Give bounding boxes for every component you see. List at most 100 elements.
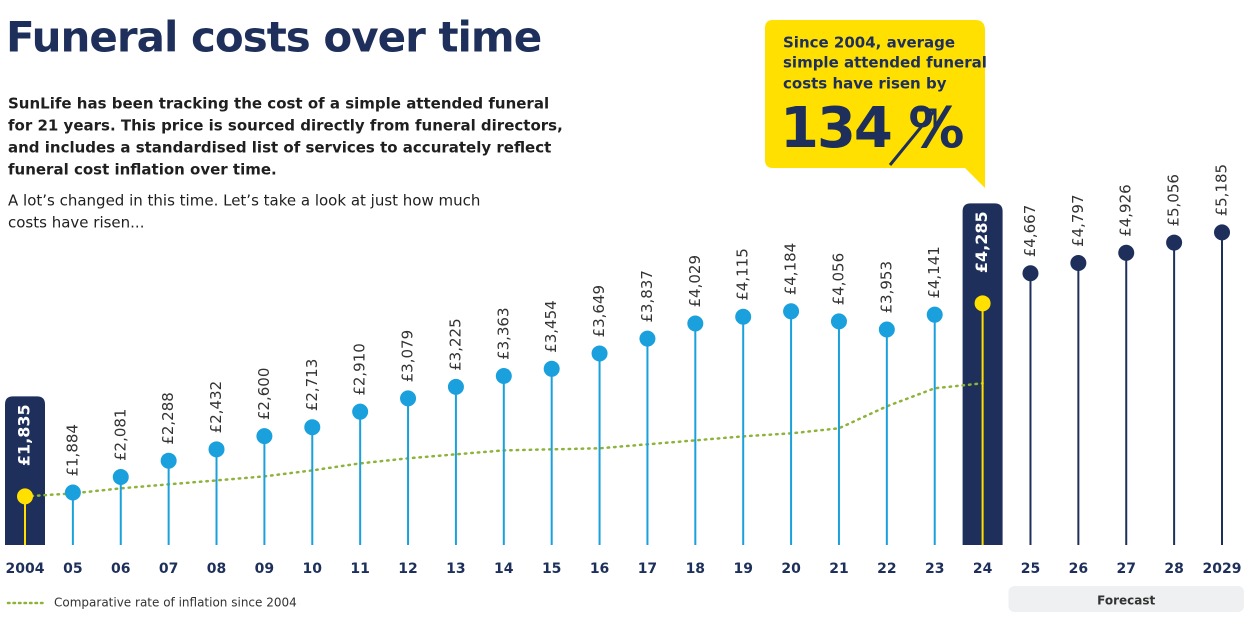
x-tick-label: 19 [733,561,752,577]
x-tick-label: 26 [1069,561,1088,577]
value-label: £2,910 [351,343,369,396]
x-tick-label: 2004 [6,561,45,577]
dot [926,306,943,323]
value-label: £2,713 [303,359,321,412]
description: SunLife has been tracking the cost of a … [8,95,563,232]
value-label: £3,079 [399,330,417,383]
highlight-column [5,396,45,545]
x-tick-label: 24 [973,561,993,577]
description-line: SunLife has been tracking the cost of a … [8,95,549,113]
x-tick-label: 06 [111,561,130,577]
dot [687,315,704,332]
dot [17,488,33,505]
value-label: £3,363 [494,307,512,360]
callout-box [765,20,985,188]
forecast-label: Forecast [1097,594,1155,608]
x-tick-label: 09 [255,561,274,577]
value-label: £2,081 [111,409,129,462]
x-tick-label: 10 [303,561,323,577]
description-line: and includes a standardised list of serv… [8,139,551,157]
plot: £1,835 2004 £1,884 05 £2,081 06 £2,288 07 £2,432… [5,164,1241,577]
x-tick-label: 28 [1164,561,1183,577]
dot [400,390,417,407]
value-label: £5,185 [1213,164,1231,217]
x-tick-label: 20 [781,561,801,577]
dot [783,303,800,320]
x-tick-label: 11 [350,561,369,577]
x-tick-label: 21 [829,561,848,577]
value-label: £3,454 [542,300,560,353]
value-label: £3,225 [446,318,464,371]
description-line: A lot’s changed in this time. Let’s take… [8,192,480,210]
value-label: £5,056 [1165,174,1183,227]
dot [495,367,512,384]
dot [208,441,225,458]
value-label: £2,288 [159,392,177,445]
x-tick-label: 18 [686,561,705,577]
dot [974,295,991,312]
arrow-icon [888,108,937,166]
dot [878,321,895,338]
dot [112,469,129,486]
value-label: £2,600 [255,368,273,421]
description-line: funeral cost inflation over time. [8,161,277,179]
dot [447,378,464,395]
value-label: £3,837 [638,270,656,323]
x-tick-label: 22 [877,561,896,577]
forecast-group: Forecast [1008,586,1244,612]
x-tick-label: 27 [1116,561,1135,577]
x-tick-label: 17 [638,561,657,577]
value-label: £4,184 [782,243,800,296]
x-tick-label: 12 [398,561,417,577]
forecast-box [1008,586,1244,612]
dot [543,360,560,377]
x-tick-label: 05 [63,561,82,577]
callout: Since 2004, average simple attended fune… [765,20,987,188]
x-tick-label: 15 [542,561,561,577]
dot [1118,244,1135,261]
x-tick-label: 2029 [1203,561,1242,577]
callout-value: 134 % [780,96,963,161]
x-tick-label: 23 [925,561,944,577]
dot [1166,234,1183,251]
value-label: £4,667 [1021,205,1039,258]
value-label: £1,835 [15,404,34,466]
x-tick-label: 07 [159,561,178,577]
dot [352,403,369,420]
x-tick-label: 08 [207,561,226,577]
callout-text: simple attended funeral [783,54,987,72]
dot [1214,224,1230,241]
value-label: £3,649 [590,285,608,338]
dot [735,308,752,325]
value-label: £4,285 [972,211,991,273]
legend: Comparative rate of inflation since 2004 [6,596,297,610]
callout-text: costs have risen by [783,75,947,93]
dot [160,452,177,469]
legend-label: Comparative rate of inflation since 2004 [54,596,297,610]
dot [64,484,81,501]
value-label: £4,797 [1069,194,1087,247]
chart-title: Funeral costs over time [6,13,541,62]
dot [1022,265,1039,282]
description-line: costs have risen... [8,214,144,232]
value-label: £4,926 [1117,184,1135,237]
dot [304,419,321,436]
value-label: £2,432 [207,381,225,434]
value-label: £3,953 [877,261,895,314]
x-tick-label: 25 [1021,561,1040,577]
value-label: £1,884 [63,424,81,477]
x-tick-label: 14 [494,561,514,577]
x-tick-label: 13 [446,561,465,577]
dot [256,428,273,445]
dot [1070,254,1087,271]
description-line: for 21 years. This price is sourced dire… [8,117,563,135]
value-label: £4,029 [686,255,704,308]
dot [591,345,608,362]
value-label: £4,056 [829,253,847,306]
dot [639,330,656,347]
value-label: £4,115 [734,248,752,301]
dot [830,313,847,330]
x-tick-label: 16 [590,561,609,577]
value-label: £4,141 [925,246,943,299]
